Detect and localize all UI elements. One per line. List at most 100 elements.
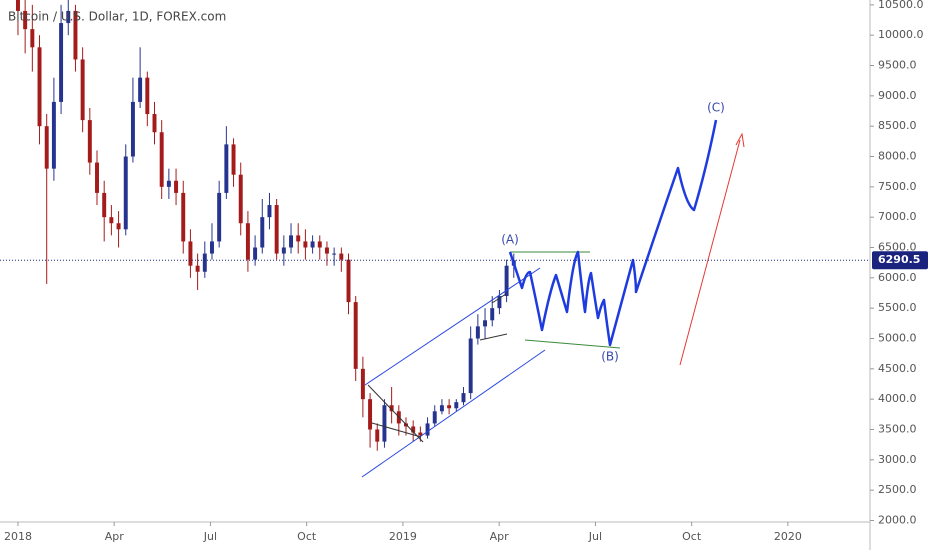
- y-tick-label: 7000.0: [878, 210, 917, 223]
- candle-body: [475, 326, 480, 339]
- y-tick-label: 10000.0: [878, 28, 924, 41]
- candle-body: [353, 302, 358, 369]
- y-tick-label: 4500.0: [878, 362, 917, 375]
- candle-body: [210, 241, 214, 254]
- candle-body: [411, 426, 416, 433]
- candle-body: [375, 429, 380, 442]
- candle-body: [245, 223, 250, 260]
- candle-body: [339, 253, 344, 260]
- last-price-box: [872, 251, 928, 270]
- candle-body: [289, 235, 294, 248]
- candle-body: [432, 411, 437, 424]
- x-tick-label: Jul: [588, 530, 602, 543]
- y-tick-label: 4000.0: [878, 392, 917, 405]
- chart-title: Bitcoin / U.S. Dollar, 1D, FOREX.com: [8, 10, 226, 24]
- candle-body: [497, 296, 502, 309]
- candle-body: [231, 144, 236, 175]
- candle-body: [468, 338, 473, 394]
- x-tick-label: Oct: [297, 530, 317, 543]
- y-tick-label: 9500.0: [878, 59, 917, 72]
- y-tick-label: 2500.0: [878, 483, 917, 496]
- candle-body: [130, 101, 135, 157]
- y-tick-label: 7500.0: [878, 180, 917, 193]
- channel-lower: [361, 349, 546, 478]
- candle-body: [296, 235, 301, 242]
- x-tick-label: 2020: [774, 530, 802, 543]
- candle-body: [224, 144, 229, 193]
- channel-upper: [364, 267, 541, 386]
- candle-body: [202, 253, 207, 272]
- y-tick-label: 9000.0: [878, 89, 917, 102]
- wedge-line: [371, 422, 422, 438]
- candle-body: [483, 320, 488, 327]
- flag-line: [479, 333, 508, 341]
- x-tick-label: 2019: [389, 530, 417, 543]
- candle-body: [238, 174, 243, 224]
- candle-body: [368, 399, 373, 430]
- y-tick-label: 8000.0: [878, 150, 917, 163]
- candle-body: [166, 180, 171, 187]
- candle-body: [174, 180, 179, 193]
- wedge-line: [367, 384, 424, 443]
- candle-body: [188, 241, 193, 266]
- annotation: (A): [501, 233, 519, 247]
- candle-body: [116, 223, 121, 230]
- candle-body: [324, 247, 329, 254]
- x-tick-label: Apr: [105, 530, 125, 543]
- candle-body: [138, 77, 143, 102]
- candle-body: [195, 265, 200, 272]
- candle-body: [389, 405, 394, 412]
- candle-body: [317, 241, 322, 248]
- candle-body: [418, 432, 423, 436]
- y-tick-label: 10500.0: [878, 0, 924, 11]
- candle-body: [109, 217, 114, 224]
- candle-body: [145, 77, 150, 115]
- x-tick-label: 2018: [4, 530, 32, 543]
- candle-body: [267, 205, 272, 218]
- y-tick-label: 6000.0: [878, 271, 917, 284]
- candle-body: [461, 393, 466, 403]
- arrow-line: [679, 139, 741, 366]
- candle-body: [123, 156, 128, 230]
- candle-body: [87, 120, 92, 163]
- candle-body: [490, 308, 495, 321]
- x-tick-label: Jul: [203, 530, 217, 543]
- candle-body: [303, 241, 308, 248]
- wave-projection: [508, 119, 718, 347]
- candle-body: [332, 253, 337, 255]
- y-tick-label: 3000.0: [878, 453, 917, 466]
- candle-body: [66, 10, 71, 24]
- candle-body: [59, 23, 64, 102]
- x-tick-label: Apr: [490, 530, 510, 543]
- candle-body: [95, 162, 99, 193]
- candle-body: [454, 402, 459, 409]
- candle-body: [37, 47, 42, 127]
- annotation: (C): [707, 101, 725, 115]
- y-tick-label: 3500.0: [878, 422, 917, 435]
- y-tick-label: 5500.0: [878, 301, 917, 314]
- range-bottom: [524, 339, 621, 349]
- x-tick-label: Oct: [682, 530, 702, 543]
- candle-body: [102, 192, 107, 218]
- candle-body: [425, 423, 430, 436]
- candle-body: [346, 259, 351, 303]
- last-price-label: 6290.5: [878, 253, 920, 266]
- candle-body: [253, 247, 258, 260]
- candle-body: [73, 10, 78, 60]
- candle-body: [439, 405, 444, 412]
- annotation: (B): [601, 350, 619, 364]
- drawings: [361, 119, 745, 478]
- candle-body: [260, 217, 265, 248]
- candle-body: [80, 59, 85, 121]
- candle-body: [23, 10, 28, 30]
- candle-body: [382, 405, 387, 442]
- candle-body: [447, 405, 452, 409]
- candle-body: [30, 29, 35, 48]
- candles: [15, 0, 516, 451]
- candle-body: [504, 265, 509, 297]
- candle-body: [360, 368, 365, 400]
- y-tick-label: 6500.0: [878, 241, 917, 254]
- candle-body: [310, 241, 315, 248]
